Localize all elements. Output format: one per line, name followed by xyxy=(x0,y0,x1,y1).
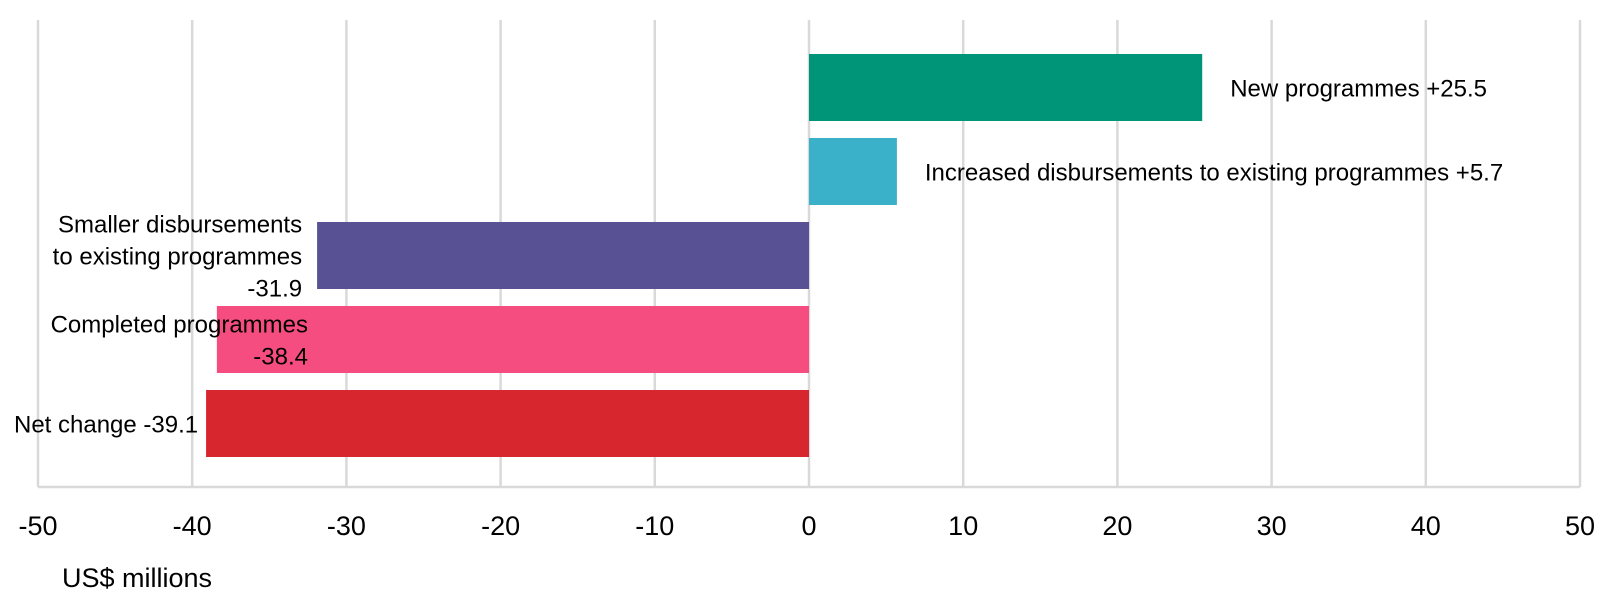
bar-labels: New programmes +25.5 Increased disburseme… xyxy=(14,76,1503,439)
bar xyxy=(809,54,1203,121)
bar-data-label: Smaller disbursements xyxy=(58,212,302,239)
bar xyxy=(206,390,809,457)
bar-data-label: -38.4 xyxy=(253,344,308,371)
x-tick-label: -30 xyxy=(327,511,366,541)
bar-data-label: to existing programmes xyxy=(53,244,302,271)
x-tick-label: -40 xyxy=(173,511,212,541)
x-tick-label: -10 xyxy=(635,511,674,541)
x-axis-title: US$ millions xyxy=(62,563,212,593)
x-tick-label: 10 xyxy=(948,511,978,541)
x-tick-label: -50 xyxy=(18,511,57,541)
x-tick-labels: -50 -40 -30 -20 -10 0 10 20 30 40 50 xyxy=(18,511,1595,541)
x-tick-label: 30 xyxy=(1257,511,1287,541)
x-tick-label: 0 xyxy=(801,511,816,541)
x-tick-label: -20 xyxy=(481,511,520,541)
x-tick-label: 20 xyxy=(1102,511,1132,541)
x-tick-label: 40 xyxy=(1411,511,1441,541)
bar-data-label: Completed programmes xyxy=(51,312,308,339)
bar-data-label: -31.9 xyxy=(247,276,302,303)
bar xyxy=(809,138,897,205)
bar-data-label: New programmes +25.5 xyxy=(1230,76,1487,103)
bar xyxy=(317,222,809,289)
bars xyxy=(206,54,1203,457)
x-tick-label: 50 xyxy=(1565,511,1595,541)
bar xyxy=(216,306,809,373)
bar-data-label: Net change -39.1 xyxy=(14,412,198,439)
bar-data-label: Increased disbursements to existing prog… xyxy=(925,160,1503,187)
